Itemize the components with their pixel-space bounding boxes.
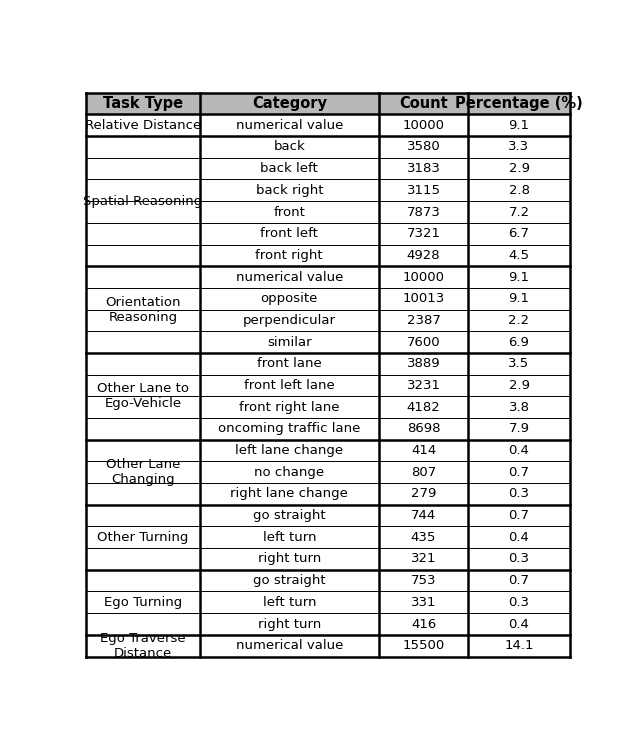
Text: left turn: left turn xyxy=(262,596,316,609)
Text: 331: 331 xyxy=(411,596,436,609)
Text: similar: similar xyxy=(267,335,312,349)
Text: opposite: opposite xyxy=(260,292,318,305)
Text: numerical value: numerical value xyxy=(236,271,343,283)
Text: 2387: 2387 xyxy=(406,314,440,327)
Text: 0.3: 0.3 xyxy=(509,487,529,500)
Text: 0.3: 0.3 xyxy=(509,596,529,609)
Text: front left lane: front left lane xyxy=(244,379,335,392)
Text: Ego Turning: Ego Turning xyxy=(104,596,182,609)
Text: 435: 435 xyxy=(411,531,436,544)
Text: Task Type: Task Type xyxy=(103,96,183,111)
Text: 9.1: 9.1 xyxy=(509,292,529,305)
Text: 2.9: 2.9 xyxy=(509,162,529,175)
Bar xyxy=(86,93,570,114)
Text: 10013: 10013 xyxy=(403,292,445,305)
Text: 321: 321 xyxy=(411,553,436,565)
Text: 0.3: 0.3 xyxy=(509,553,529,565)
Text: Other Lane
Changing: Other Lane Changing xyxy=(106,459,180,486)
Text: 0.4: 0.4 xyxy=(509,617,529,631)
Text: 3115: 3115 xyxy=(406,184,440,197)
Text: 414: 414 xyxy=(411,444,436,457)
Text: 0.4: 0.4 xyxy=(509,531,529,544)
Text: 7600: 7600 xyxy=(406,335,440,349)
Text: Percentage (%): Percentage (%) xyxy=(455,96,583,111)
Text: 3.3: 3.3 xyxy=(508,140,529,154)
Text: go straight: go straight xyxy=(253,509,326,522)
Text: 3580: 3580 xyxy=(406,140,440,154)
Text: front left: front left xyxy=(260,227,318,240)
Text: 416: 416 xyxy=(411,617,436,631)
Text: 4928: 4928 xyxy=(406,249,440,262)
Text: 9.1: 9.1 xyxy=(509,119,529,132)
Text: perpendicular: perpendicular xyxy=(243,314,336,327)
Text: 3.5: 3.5 xyxy=(508,358,529,370)
Text: 3183: 3183 xyxy=(406,162,440,175)
Text: 0.4: 0.4 xyxy=(509,444,529,457)
Text: Category: Category xyxy=(252,96,327,111)
Text: 3231: 3231 xyxy=(406,379,440,392)
Text: 753: 753 xyxy=(411,574,436,587)
Text: 7.9: 7.9 xyxy=(509,422,529,436)
Text: 4182: 4182 xyxy=(406,401,440,414)
Text: 807: 807 xyxy=(411,466,436,479)
Text: back: back xyxy=(273,140,305,154)
Text: Relative Distance: Relative Distance xyxy=(85,119,201,132)
Text: Orientation
Reasoning: Orientation Reasoning xyxy=(105,295,180,324)
Text: Other Lane to
Ego-Vehicle: Other Lane to Ego-Vehicle xyxy=(97,382,189,410)
Text: 6.9: 6.9 xyxy=(509,335,529,349)
Text: Other Turning: Other Turning xyxy=(97,531,189,544)
Text: oncoming traffic lane: oncoming traffic lane xyxy=(218,422,360,436)
Text: 279: 279 xyxy=(411,487,436,500)
Text: 2.8: 2.8 xyxy=(509,184,529,197)
Text: no change: no change xyxy=(254,466,324,479)
Text: Spatial Reasoning: Spatial Reasoning xyxy=(83,194,203,208)
Text: 10000: 10000 xyxy=(403,119,445,132)
Text: Ego Traverse
Distance: Ego Traverse Distance xyxy=(100,631,186,660)
Text: 15500: 15500 xyxy=(403,639,445,652)
Text: 3889: 3889 xyxy=(406,358,440,370)
Text: right turn: right turn xyxy=(258,553,321,565)
Text: left lane change: left lane change xyxy=(236,444,344,457)
Text: back left: back left xyxy=(260,162,318,175)
Text: front lane: front lane xyxy=(257,358,322,370)
Text: 7873: 7873 xyxy=(406,206,440,219)
Text: 0.7: 0.7 xyxy=(509,466,529,479)
Text: left turn: left turn xyxy=(262,531,316,544)
Text: right lane change: right lane change xyxy=(230,487,348,500)
Text: 10000: 10000 xyxy=(403,271,445,283)
Text: 3.8: 3.8 xyxy=(509,401,529,414)
Text: 4.5: 4.5 xyxy=(509,249,529,262)
Text: 8698: 8698 xyxy=(407,422,440,436)
Text: 14.1: 14.1 xyxy=(504,639,534,652)
Text: 0.7: 0.7 xyxy=(509,574,529,587)
Text: numerical value: numerical value xyxy=(236,639,343,652)
Text: 2.9: 2.9 xyxy=(509,379,529,392)
Text: 9.1: 9.1 xyxy=(509,271,529,283)
Text: front: front xyxy=(273,206,305,219)
Text: front right: front right xyxy=(255,249,323,262)
Text: numerical value: numerical value xyxy=(236,119,343,132)
Text: front right lane: front right lane xyxy=(239,401,340,414)
Text: Count: Count xyxy=(399,96,448,111)
Text: 0.7: 0.7 xyxy=(509,509,529,522)
Text: 7.2: 7.2 xyxy=(508,206,529,219)
Text: go straight: go straight xyxy=(253,574,326,587)
Text: 7321: 7321 xyxy=(406,227,440,240)
Text: 6.7: 6.7 xyxy=(509,227,529,240)
Text: right turn: right turn xyxy=(258,617,321,631)
Text: 744: 744 xyxy=(411,509,436,522)
Text: 2.2: 2.2 xyxy=(508,314,529,327)
Text: back right: back right xyxy=(255,184,323,197)
